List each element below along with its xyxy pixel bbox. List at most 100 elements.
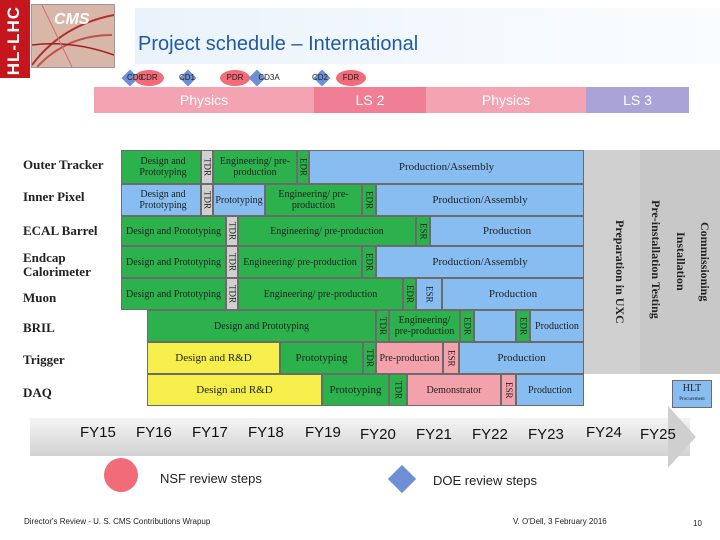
endcap-design-bar: Design and Prototyping [121,246,226,278]
ecal-barrel-esr-marker: ESR [416,216,430,246]
fy-label: FY23 [528,426,564,443]
daq-esr-marker: ESR [501,374,516,406]
bril-engineering-bar: Engineering/ pre-production [389,310,460,342]
bril-design-bar: Design and Prototyping [147,310,376,342]
preparation-uxc-block [584,150,640,374]
review-marker-cd0: CD0 [127,73,144,82]
row-label-daq: DAQ [23,385,52,400]
daq-hlt-box: HLT Procurement [672,380,712,408]
muon-tdr-marker: TDR [226,278,238,310]
outer-tracker-engineering-bar: Engineering/ pre-production [213,150,297,184]
hlt-procurement-label: Procurement [679,397,705,402]
row-label-bril: BRIL [23,320,55,335]
ecal-barrel-production-bar: Production [430,216,584,246]
outer-tracker-edr-marker: EDR [297,150,309,184]
fy-label: FY21 [416,426,452,443]
bril-tdr-marker: TDR [376,310,389,342]
inner-pixel-edr-marker: EDR [362,184,376,216]
inner-pixel-tdr-marker: TDR [201,184,213,216]
outer-tracker-production-bar: Production/Assembly [309,150,584,184]
row-label-ecal-barrel: ECAL Barrel [23,223,98,238]
ecal-barrel-design-bar: Design and Prototyping [121,216,226,246]
fy-label: FY17 [192,424,228,441]
endcap-tdr-marker: TDR [226,246,238,278]
fy-label: FY25 [640,426,676,443]
fy-label: FY24 [586,424,622,441]
endcap-edr-marker: EDR [362,246,376,278]
logo-strip-text: HL-LHC [4,6,23,76]
trigger-prototyping-bar: Prototyping [280,342,363,374]
arrow-right-icon [668,406,696,468]
hl-lhc-logo: HL-LHC [0,0,30,78]
legend-doe: DOE review steps [433,473,538,488]
daq-prototyping-bar: Prototyping [322,374,389,406]
endcap-production-bar: Production/Assembly [376,246,584,278]
footer-left: Director's Review - U. S. CMS Contributi… [24,517,211,526]
collision-graphic-icon [32,5,114,67]
page-title: Project schedule – International [138,33,419,55]
vertical-label-preinstallation: Pre-installation Testing [649,200,663,319]
daq-design-bar: Design and R&D [147,374,322,406]
page-number: 10 [693,519,702,528]
vertical-label-preparation: Preparation in UXC [613,220,627,324]
outer-tracker-tdr-marker: TDR [201,150,213,184]
trigger-tdr-marker: TDR [363,342,376,374]
bril-production-bar: Production [530,310,584,342]
review-marker-cd2: CD2 [311,73,328,82]
row-label-trigger: Trigger [23,352,65,367]
fy-label: FY18 [248,424,284,441]
muon-design-bar: Design and Prototyping [121,278,226,310]
row-label-muon: Muon [23,290,57,305]
trigger-esr-marker: ESR [443,342,459,374]
inner-pixel-design-bar: Design and Prototyping [121,184,201,216]
fy-label: FY16 [136,424,172,441]
vertical-label-installation: Installation [674,232,688,291]
daq-production-bar: Production [516,374,584,406]
vertical-label-commissioning: Commissioning [698,222,712,302]
fy-label: FY19 [305,424,341,441]
legend-nsf: NSF review steps [160,471,262,486]
fiscal-year-axis [30,418,690,456]
cms-logo: CMS [31,4,115,68]
phase-ls3: LS 3 [586,87,689,113]
review-marker-cd1: CD1 [178,73,195,82]
ecal-barrel-engineering-bar: Engineering/ pre-production [238,216,416,246]
trigger-design-bar: Design and R&D [147,342,280,374]
logo-text: CMS [54,11,90,28]
outer-tracker-design-bar: Design and Prototyping [121,150,201,184]
phase-physics-2: Physics [426,87,586,113]
inner-pixel-engineering-bar: Engineering/ pre-production [265,184,362,216]
fy-label: FY20 [360,426,396,443]
inner-pixel-production-bar: Production/Assembly [376,184,584,216]
ecal-barrel-tdr-marker: TDR [226,216,238,246]
inner-pixel-prototyping-bar: Prototyping [213,184,265,216]
bril-edr-marker-2: EDR [516,310,530,342]
review-marker-cd3a: CD3A [258,73,280,82]
review-marker-cdr: CDR [134,70,164,86]
doe-review-marker-icon [387,464,417,494]
bril-edr-marker-1: EDR [460,310,474,342]
muon-edr-marker: EDR [403,278,416,310]
installation-block [640,150,720,374]
muon-production-bar: Production [442,278,584,310]
row-label-inner-pixel: Inner Pixel [23,189,85,204]
row-label-outer-tracker: Outer Tracker [23,157,104,172]
review-marker-pdr: PDR [220,70,250,86]
fy-label: FY22 [472,426,508,443]
bril-gap-bar [474,310,516,342]
daq-tdr-marker: TDR [389,374,407,406]
trigger-production-bar: Production [459,342,584,374]
footer-center: V. O'Dell, 3 February 2016 [513,517,607,526]
fy-label: FY15 [80,424,116,441]
hlt-label: HLT [682,383,702,394]
phase-physics-1: Physics [94,87,314,113]
phase-ls2: LS 2 [314,87,426,113]
header-band [135,8,720,64]
endcap-engineering-bar: Engineering/ pre-production [238,246,362,278]
nsf-review-marker-icon [104,458,138,492]
muon-engineering-bar: Engineering/ pre-production [238,278,403,310]
trigger-preproduction-bar: Pre-production [376,342,443,374]
row-label-endcap-calorimeter: Endcap Calorimeter [23,250,91,279]
daq-demonstrator-bar: Demonstrator [407,374,501,406]
review-marker-fdr: FDR [336,70,366,86]
